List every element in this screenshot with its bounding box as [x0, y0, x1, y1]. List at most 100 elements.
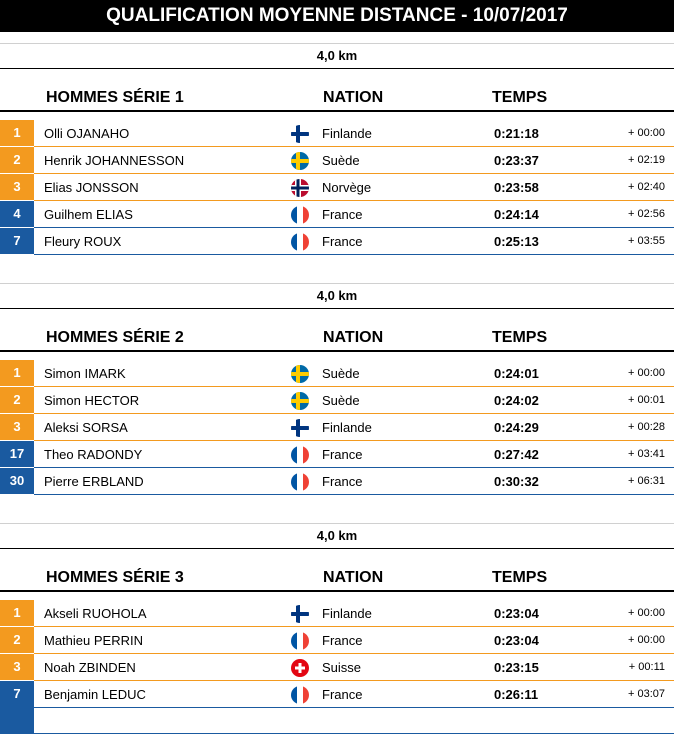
row-divider [34, 173, 674, 174]
race-time: 0:23:37 [494, 153, 539, 168]
rank-cell: 17 [0, 441, 34, 467]
athlete-name: Simon HECTOR [44, 393, 140, 408]
france-flag-icon [291, 446, 309, 464]
table-row: 2 Mathieu PERRIN France 0:23:04 + 00:00 [0, 627, 674, 654]
time-header: TEMPS [492, 89, 548, 106]
row-divider [34, 467, 674, 468]
distance-label: 4,0 km [0, 43, 674, 69]
nation-name: France [322, 447, 363, 462]
athlete-name: Henrik JOHANNESSON [44, 153, 185, 168]
finland-flag-icon [291, 419, 309, 437]
athlete-name: Theo RADONDY [44, 447, 143, 462]
nation-name: Suède [322, 153, 360, 168]
category-header: HOMMES SÉRIE 2 [46, 329, 184, 346]
finland-flag-icon [291, 605, 309, 623]
athlete-name: Benjamin LEDUC [44, 687, 146, 702]
time-gap: + 00:11 [628, 661, 665, 673]
page-title: QUALIFICATION MOYENNE DISTANCE - 10/07/2… [0, 0, 674, 32]
table-row: 1 Akseli RUOHOLA Finlande 0:23:04 + 00:00 [0, 600, 674, 627]
nation-name: France [322, 687, 363, 702]
nation-header: NATION [323, 89, 384, 106]
rank-cell: 2 [0, 147, 34, 173]
table-row: 1 Simon IMARK Suède 0:24:01 + 00:00 [0, 360, 674, 387]
france-flag-icon [291, 473, 309, 491]
table-row: 7 Fleury ROUX France 0:25:13 + 03:55 [0, 228, 674, 255]
time-gap: + 03:41 [627, 448, 665, 460]
race-time: 0:25:13 [494, 234, 539, 249]
athlete-name: Olli OJANAHO [44, 126, 130, 141]
time-gap: + 00:00 [627, 127, 665, 139]
race-time: 0:24:01 [494, 366, 539, 381]
table-row: 3 Noah ZBINDEN Suisse 0:23:15 + 00:11 [0, 654, 674, 681]
rank-cell: 1 [0, 600, 34, 626]
nation-header: NATION [323, 329, 384, 346]
rank-cell: 30 [0, 468, 34, 494]
athlete-name: Simon IMARK [44, 366, 126, 381]
nation-header: NATION [323, 569, 384, 586]
sweden-flag-icon [291, 392, 309, 410]
table-row: 4 Guilhem ELIAS France 0:24:14 + 02:56 [0, 201, 674, 228]
athlete-name: Akseli RUOHOLA [44, 606, 147, 621]
nation-name: Finlande [322, 606, 372, 621]
rank-cell: 4 [0, 201, 34, 227]
race-time: 0:27:42 [494, 447, 539, 462]
finland-flag-icon [291, 125, 309, 143]
time-gap: + 00:01 [627, 394, 665, 406]
rank-cell: 7 [0, 228, 34, 254]
time-header: TEMPS [492, 569, 548, 586]
empty-rank-cell [0, 706, 34, 734]
rank-cell: 2 [0, 627, 34, 653]
race-time: 0:26:11 [494, 687, 539, 702]
race-time: 0:24:29 [494, 420, 539, 435]
rank-cell: 3 [0, 414, 34, 440]
athlete-name: Pierre ERBLAND [44, 474, 144, 489]
race-time: 0:24:14 [494, 207, 539, 222]
rank-cell: 3 [0, 654, 34, 680]
time-header: TEMPS [492, 329, 548, 346]
row-divider [34, 653, 674, 654]
rank-cell: 7 [0, 681, 34, 707]
row-divider [34, 146, 674, 147]
nation-name: Suède [322, 393, 360, 408]
nation-name: Suède [322, 366, 360, 381]
table-header: HOMMES SÉRIE 2 NATION TEMPS [0, 326, 674, 352]
athlete-name: Elias JONSSON [44, 180, 139, 195]
category-header: HOMMES SÉRIE 1 [46, 89, 184, 106]
distance-label: 4,0 km [0, 283, 674, 309]
table-row: 3 Aleksi SORSA Finlande 0:24:29 + 00:28 [0, 414, 674, 441]
rank-cell: 3 [0, 174, 34, 200]
time-gap: + 03:07 [627, 688, 665, 700]
row-divider [34, 626, 674, 627]
table-row: 1 Olli OJANAHO Finlande 0:21:18 + 00:00 [0, 120, 674, 147]
sweden-flag-icon [291, 152, 309, 170]
race-time: 0:21:18 [494, 126, 539, 141]
sweden-flag-icon [291, 365, 309, 383]
table-header: HOMMES SÉRIE 1 NATION TEMPS [0, 86, 674, 112]
time-gap: + 02:56 [627, 208, 665, 220]
row-divider [34, 386, 674, 387]
table-row: 17 Theo RADONDY France 0:27:42 + 03:41 [0, 441, 674, 468]
row-divider [34, 680, 674, 681]
race-time: 0:30:32 [494, 474, 539, 489]
rank-cell: 2 [0, 387, 34, 413]
france-flag-icon [291, 206, 309, 224]
time-gap: + 00:00 [627, 634, 665, 646]
nation-name: Finlande [322, 420, 372, 435]
switzerland-flag-icon [291, 659, 309, 677]
table-row: 30 Pierre ERBLAND France 0:30:32 + 06:31 [0, 468, 674, 495]
race-time: 0:23:04 [494, 606, 539, 621]
distance-label: 4,0 km [0, 523, 674, 549]
rank-cell: 1 [0, 360, 34, 386]
table-row: 2 Henrik JOHANNESSON Suède 0:23:37 + 02:19 [0, 147, 674, 174]
nation-name: France [322, 234, 363, 249]
row-divider [34, 440, 674, 441]
nation-name: France [322, 207, 363, 222]
race-time: 0:23:04 [494, 633, 539, 648]
category-header: HOMMES SÉRIE 3 [46, 569, 184, 586]
france-flag-icon [291, 632, 309, 650]
time-gap: + 00:00 [627, 607, 665, 619]
nation-name: Suisse [322, 660, 362, 675]
table-row: 3 Elias JONSSON Norvège 0:23:58 + 02:40 [0, 174, 674, 201]
nation-name: France [322, 633, 363, 648]
table-header: HOMMES SÉRIE 3 NATION TEMPS [0, 566, 674, 592]
